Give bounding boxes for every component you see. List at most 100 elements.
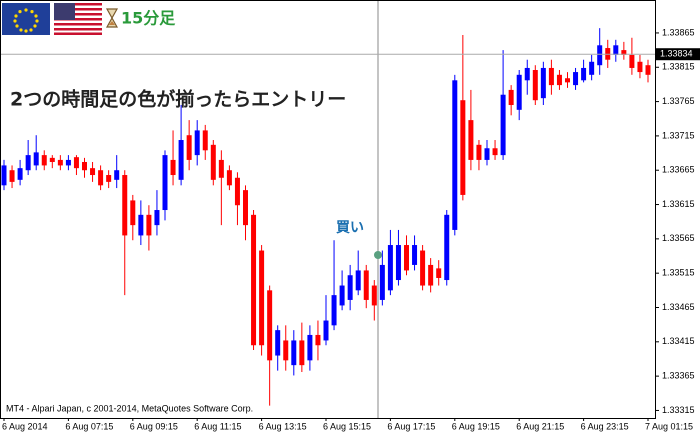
candle-body	[154, 210, 160, 226]
candle-body	[629, 54, 635, 68]
candle-body	[283, 340, 289, 361]
candle-body	[331, 295, 337, 326]
candle-body	[275, 330, 281, 356]
candle-body	[613, 45, 619, 55]
candle-body	[581, 67, 587, 81]
candle-body	[589, 61, 595, 75]
candle-body	[548, 67, 554, 86]
candle-body	[267, 290, 273, 361]
candle-body	[178, 140, 184, 180]
y-tick-label: 1.33765	[662, 96, 695, 106]
candle-body	[226, 170, 232, 186]
y-tick-label: 1.33315	[662, 405, 695, 415]
candle-body	[307, 334, 313, 361]
candle-body	[1, 165, 7, 186]
x-tick-label: 7 Aug 01:15	[645, 421, 693, 431]
candle-body	[114, 170, 120, 180]
y-tick-label: 1.33365	[662, 371, 695, 381]
candle-body	[484, 148, 490, 160]
candle-body	[170, 159, 176, 176]
hourglass-icon	[105, 8, 119, 28]
candle-body	[532, 70, 538, 101]
x-tick-label: 6 Aug 15:15	[323, 421, 371, 431]
x-tick-label: 6 Aug 07:15	[65, 421, 113, 431]
candle-body	[25, 155, 31, 171]
candle-body	[404, 245, 409, 271]
current-price-label: 1.33834	[660, 49, 693, 59]
y-tick-label: 1.33615	[662, 199, 695, 209]
us-flag	[54, 3, 102, 35]
plot-frame	[0, 0, 656, 419]
candle-body	[57, 159, 63, 166]
candle-body	[33, 152, 39, 166]
candle-body	[492, 148, 498, 156]
candle-body	[444, 214, 450, 281]
candle-body	[347, 275, 353, 300]
entry-marker	[374, 251, 382, 259]
candle-body	[323, 320, 329, 341]
y-tick-label: 1.33515	[662, 268, 695, 278]
y-tick-label: 1.33715	[662, 130, 695, 140]
candle-body	[218, 159, 224, 178]
candle-body	[508, 89, 514, 106]
candle-body	[90, 168, 96, 176]
candle-body	[428, 264, 434, 286]
candle-body	[106, 175, 112, 182]
candle-body	[122, 175, 128, 236]
candle-body	[49, 157, 55, 162]
candle-body	[194, 130, 200, 156]
candle-body	[210, 144, 216, 180]
candle-body	[41, 155, 47, 166]
candle-body	[371, 285, 377, 306]
x-tick-label: 6 Aug 23:15	[581, 421, 629, 431]
candle-body	[130, 200, 136, 226]
candle-body	[65, 159, 71, 166]
candle-body	[186, 135, 192, 160]
x-tick-label: 6 Aug 11:15	[194, 421, 241, 431]
candle-body	[468, 120, 474, 160]
candle-body	[556, 74, 562, 86]
chart-title: 2つの時間足の色が揃ったらエントリー	[10, 88, 346, 111]
candle-body	[452, 80, 458, 230]
candle-body	[251, 214, 257, 346]
y-tick-label: 1.33865	[662, 27, 695, 37]
candle-body	[645, 65, 651, 75]
candle-body	[98, 170, 104, 186]
y-tick-label: 1.33415	[662, 336, 695, 346]
candle-body	[243, 190, 248, 226]
candle-body	[355, 270, 361, 291]
x-tick-label: 6 Aug 21:15	[516, 421, 564, 431]
x-tick-label: 6 Aug 13:15	[259, 421, 307, 431]
candle-body	[363, 270, 369, 300]
candle-body	[73, 157, 79, 169]
candle-body	[516, 74, 522, 110]
candle-body	[637, 61, 643, 73]
candle-body	[573, 72, 579, 86]
candle-body	[234, 177, 240, 206]
candle-body	[291, 340, 297, 366]
candle-body	[436, 268, 442, 278]
candle-body	[9, 170, 15, 182]
candle-body	[524, 67, 530, 81]
candle-body	[460, 100, 466, 195]
candle-body	[162, 155, 168, 211]
candle-body	[500, 94, 506, 156]
y-tick-label: 1.33465	[662, 302, 695, 312]
candle-body	[387, 245, 393, 291]
current-price-box	[656, 48, 700, 61]
eu-flag	[2, 3, 50, 35]
x-tick-label: 6 Aug 09:15	[130, 421, 178, 431]
candle-body	[565, 78, 570, 83]
candle-body	[395, 245, 401, 281]
candle-body	[339, 285, 345, 306]
candle-body	[420, 250, 426, 286]
candle-body	[412, 245, 418, 265]
timeframe: 15分足	[121, 9, 176, 28]
candle-body	[379, 264, 385, 300]
candle-body	[82, 161, 87, 171]
x-tick-label: 6 Aug 2014	[2, 421, 48, 431]
y-tick-label: 1.33565	[662, 233, 695, 243]
y-tick-label: 1.33665	[662, 165, 695, 175]
